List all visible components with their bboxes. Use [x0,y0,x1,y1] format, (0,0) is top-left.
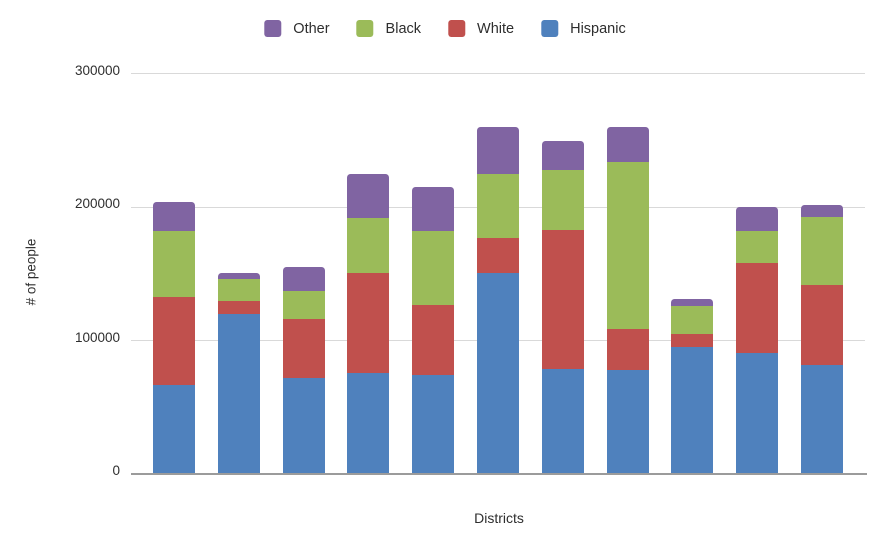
bar-4-segment-hispanic [347,372,390,474]
bar-district-10 [736,207,779,474]
bar-10-segment-hispanic [736,352,779,474]
bar-district-7 [541,140,584,474]
bar-10-segment-black [736,231,779,264]
y-tick-300000: 300000 [74,63,120,78]
bar-6-segment-other [477,127,519,175]
bar-8-segment-other [606,127,649,163]
bar-2-segment-hispanic [217,314,260,474]
bar-9-segment-black [671,306,714,335]
x-axis-title: Districts [474,510,524,526]
bar-5-segment-hispanic [412,375,455,474]
bar-district-11 [801,204,843,474]
y-axis-title: # of people [23,238,39,306]
bar-3-segment-other [282,267,325,292]
legend-label-other: Other [293,20,330,37]
bar-5-segment-white [412,304,455,376]
bar-11-segment-white [801,284,843,365]
bar-8-segment-white [606,328,649,370]
bar-10-segment-white [736,263,779,353]
bar-9-segment-hispanic [671,347,714,474]
bar-1-segment-other [153,202,195,232]
bar-7-segment-white [541,230,584,369]
y-tick-0: 0 [112,463,120,478]
bar-district-6 [477,127,519,474]
legend-swatch-hispanic [541,20,559,37]
legend-label-hispanic: Hispanic [570,20,626,37]
bar-2-segment-black [217,279,260,301]
bar-11-segment-hispanic [801,364,843,474]
bar-5-segment-black [412,231,455,305]
bar-9-segment-white [671,334,714,348]
bar-4-segment-white [347,272,390,373]
legend-swatch-black [356,20,374,37]
bar-4-segment-other [347,174,390,219]
bar-8-segment-hispanic [606,370,649,474]
legend-item-other: Other [264,20,330,37]
bar-district-5 [412,187,455,474]
x-axis-line [131,473,867,475]
bar-2-segment-other [217,272,260,280]
bar-11-segment-other [801,204,843,217]
legend-label-black: Black [385,20,422,37]
chart-legend: Other Black White Hispanic [264,20,626,37]
y-tick-100000: 100000 [74,330,120,345]
bar-district-2 [217,272,260,474]
bar-4-segment-black [347,218,390,273]
bar-9-segment-other [671,299,714,307]
bar-1-segment-black [153,231,195,297]
bar-7-segment-other [541,140,584,171]
bar-6-segment-black [477,174,519,239]
legend-label-white: White [477,20,515,37]
bar-district-3 [282,267,325,474]
bar-8-segment-black [606,162,649,329]
legend-swatch-white [448,20,466,37]
bar-district-4 [347,174,390,474]
y-tick-200000: 200000 [74,196,120,211]
bar-11-segment-black [801,216,843,285]
bar-district-8 [606,127,649,474]
legend-item-hispanic: Hispanic [541,20,626,37]
bar-3-segment-black [282,291,325,320]
plot-area [135,74,865,474]
bar-1-segment-hispanic [153,384,195,474]
legend-item-white: White [448,20,514,37]
bar-6-segment-white [477,238,519,273]
bar-district-9 [671,299,714,474]
bar-3-segment-hispanic [282,378,325,474]
bar-10-segment-other [736,207,779,232]
bar-6-segment-hispanic [477,272,519,474]
legend-item-black: Black [356,20,422,37]
bar-5-segment-other [412,187,455,232]
gridline-300000 [131,73,865,74]
bar-district-1 [153,202,195,474]
bar-1-segment-white [153,296,195,385]
bar-3-segment-white [282,319,325,378]
legend-swatch-other [264,20,282,37]
bar-7-segment-black [541,170,584,231]
bar-2-segment-white [217,300,260,314]
bar-7-segment-hispanic [541,368,584,474]
